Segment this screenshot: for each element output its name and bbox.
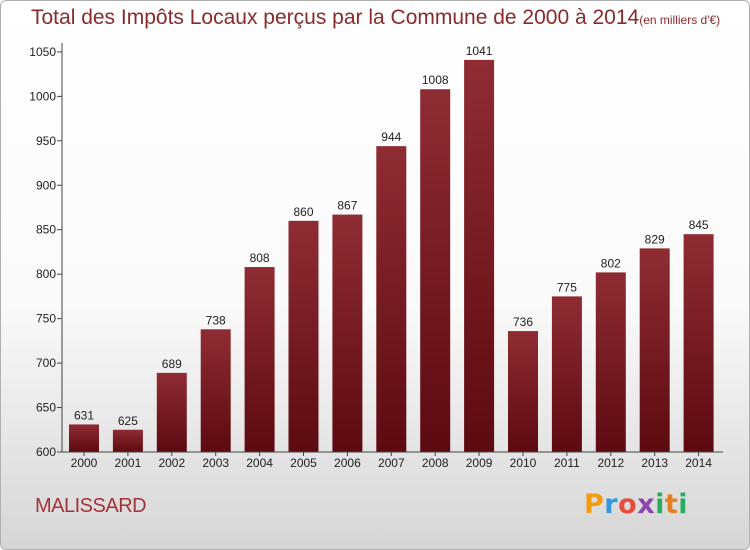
value-label-2008: 1008 (422, 73, 449, 87)
x-tick-label-2008: 2008 (422, 456, 449, 470)
bar-2009 (464, 59, 495, 452)
proxiti-logo: Proxiti (584, 489, 688, 520)
value-label-2004: 808 (250, 251, 270, 265)
bar-2008 (420, 89, 451, 453)
value-label-2010: 736 (513, 315, 533, 329)
chart-title-main: Total des Impôts Locaux perçus par la Co… (31, 6, 640, 29)
bar-2000 (69, 424, 99, 452)
y-tick-label-650: 650 (36, 401, 56, 415)
bar-2001 (112, 429, 143, 452)
bar-2011 (551, 296, 582, 452)
value-label-2012: 802 (601, 256, 621, 270)
y-tick-label-700: 700 (36, 356, 56, 370)
value-label-2005: 860 (293, 205, 313, 219)
value-label-2003: 738 (206, 313, 226, 327)
bar-2003 (200, 329, 231, 452)
logo-letter: r (604, 489, 619, 520)
bar-2007 (376, 146, 407, 452)
bar-2002 (156, 372, 187, 452)
bar-2004 (244, 267, 275, 452)
x-tick-label-2009: 2009 (466, 456, 493, 470)
value-label-2011: 775 (557, 280, 577, 294)
value-label-2013: 829 (645, 232, 665, 246)
x-tick-label-2004: 2004 (246, 456, 273, 470)
bar-2012 (595, 272, 626, 452)
x-tick-label-2010: 2010 (510, 456, 537, 470)
logo-letter: P (584, 489, 605, 520)
value-label-2000: 631 (74, 408, 94, 422)
chart-title: Total des Impôts Locaux perçus par la Co… (31, 6, 720, 30)
value-label-2006: 867 (337, 199, 357, 213)
bar-2014 (683, 234, 714, 452)
value-label-2009: 1041 (466, 44, 493, 58)
bar-2005 (288, 220, 319, 452)
x-tick-label-2001: 2001 (115, 456, 142, 470)
value-label-2002: 689 (162, 357, 182, 371)
x-tick-label-2011: 2011 (554, 456, 580, 470)
x-tick-label-2005: 2005 (290, 456, 317, 470)
y-tick-label-800: 800 (36, 267, 56, 281)
logo-letter: t (664, 489, 679, 520)
value-label-2001: 625 (118, 414, 138, 428)
value-label-2007: 944 (381, 130, 401, 144)
logo-letter: o (618, 489, 638, 520)
y-tick-label-900: 900 (36, 178, 56, 192)
logo-letter: i (678, 489, 689, 520)
x-tick-label-2013: 2013 (641, 456, 668, 470)
x-tick-label-2002: 2002 (158, 456, 185, 470)
y-tick-label-950: 950 (36, 134, 56, 148)
y-tick-label-850: 850 (36, 223, 56, 237)
y-tick-label-1000: 1000 (29, 89, 56, 103)
chart-title-unit: (en milliers d'€) (639, 13, 721, 27)
logo-letter: i (655, 489, 665, 520)
x-tick-label-2000: 2000 (71, 456, 98, 470)
bar-2006 (332, 214, 363, 452)
value-label-2014: 845 (689, 218, 709, 232)
x-tick-label-2012: 2012 (597, 456, 624, 470)
x-tick-label-2006: 2006 (334, 456, 361, 470)
x-tick-label-2003: 2003 (202, 456, 229, 470)
y-tick-label-600: 600 (36, 445, 56, 459)
x-tick-label-2014: 2014 (685, 456, 712, 470)
y-tick-label-750: 750 (36, 312, 56, 326)
bar-2010 (508, 331, 538, 452)
x-tick-label-2007: 2007 (378, 456, 405, 470)
bar-2013 (639, 248, 670, 452)
commune-name: MALISSARD (35, 495, 147, 517)
y-tick-label-1050: 1050 (29, 45, 56, 59)
logo-letter: x (637, 489, 656, 520)
